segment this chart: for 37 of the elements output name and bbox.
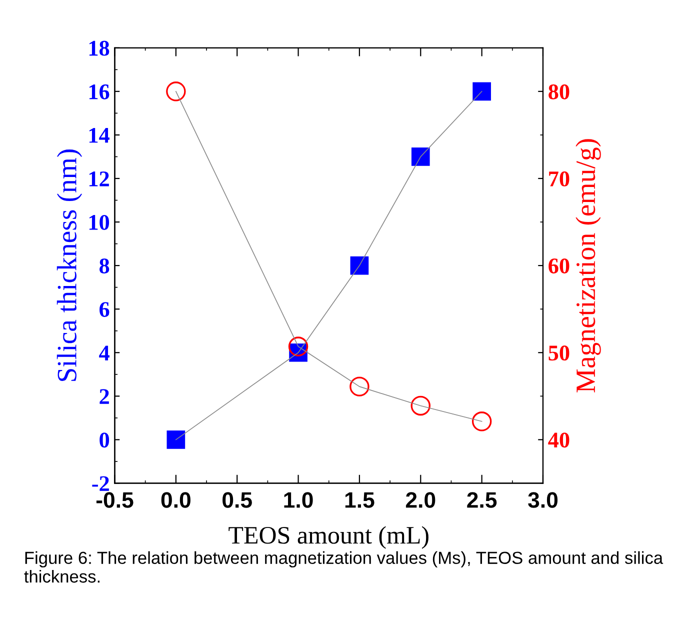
y2-tick-label: 80: [548, 84, 570, 100]
point: [472, 82, 491, 101]
y-tick-label: 0: [100, 432, 110, 448]
y-tick-label: 18: [89, 40, 110, 56]
caption: Figure 6: The relation between magnetization values (Ms), TEOS amount and silica thickness.: [24, 551, 664, 583]
point: [350, 376, 370, 396]
point: [166, 430, 186, 449]
y2-tick-label: 40: [548, 432, 570, 448]
point: [410, 396, 430, 416]
y-tick-label: 10: [89, 214, 110, 230]
y-axis-title: Silica thickness (nm): [56, 150, 82, 381]
point: [166, 82, 186, 102]
y-tick-label: 14: [89, 128, 110, 143]
y2-tick-label: 60: [548, 258, 570, 274]
y-tick-label: 4: [99, 346, 110, 360]
point: [472, 412, 492, 432]
y2-tick-label: 70: [549, 171, 570, 186]
x-tick-label: 3.0: [528, 492, 558, 508]
y2-tick-label: 50: [548, 346, 570, 361]
y-tick-label: 8: [100, 258, 110, 274]
x-tick-label: -0.5: [96, 492, 134, 508]
y-tick-label: 6: [100, 302, 110, 318]
y-tick-label: 16: [89, 84, 110, 100]
x-tick-label: 2.0: [406, 492, 436, 508]
point: [411, 148, 430, 166]
y-tick-label: 2: [100, 389, 109, 404]
y-tick-label: 12: [89, 171, 109, 186]
y2-axis-title: Magnetization (emu/g): [576, 139, 601, 392]
x-tick-label: 1.0: [284, 492, 313, 508]
x-tick-label: 1.5: [345, 492, 374, 508]
y-tick-label: -2: [92, 476, 109, 491]
x-axis-title: TEOS amount (mL): [228, 526, 428, 549]
x-tick-label: 2.5: [467, 492, 497, 508]
point: [350, 256, 369, 275]
x-tick-label: 0.0: [161, 492, 190, 508]
x-tick-label: 0.5: [222, 492, 252, 508]
point: [288, 336, 308, 356]
